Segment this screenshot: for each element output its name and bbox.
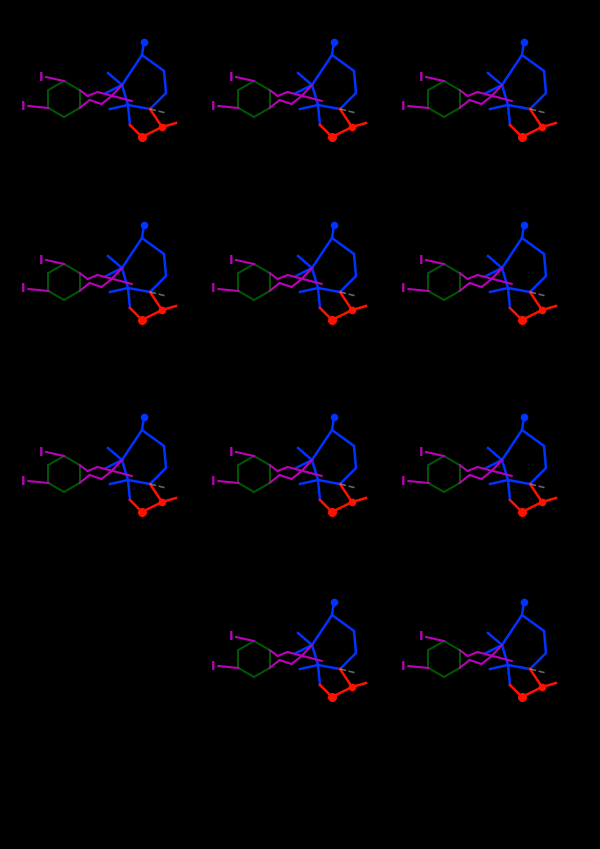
Text: I: I (211, 660, 215, 672)
Text: I: I (229, 70, 233, 83)
Text: I: I (21, 99, 26, 113)
Text: I: I (21, 283, 26, 295)
Text: I: I (419, 446, 423, 458)
Text: I: I (401, 475, 406, 487)
Text: I: I (39, 70, 43, 83)
Text: I: I (401, 283, 406, 295)
Text: I: I (419, 254, 423, 267)
Text: I: I (419, 70, 423, 83)
Text: I: I (211, 475, 215, 487)
Text: I: I (401, 99, 406, 113)
Text: I: I (419, 631, 423, 644)
Text: I: I (229, 446, 233, 458)
Text: I: I (21, 475, 26, 487)
Text: I: I (229, 631, 233, 644)
Text: I: I (211, 99, 215, 113)
Text: I: I (39, 254, 43, 267)
Text: I: I (229, 254, 233, 267)
Text: I: I (211, 283, 215, 295)
Text: I: I (401, 660, 406, 672)
Text: I: I (39, 446, 43, 458)
